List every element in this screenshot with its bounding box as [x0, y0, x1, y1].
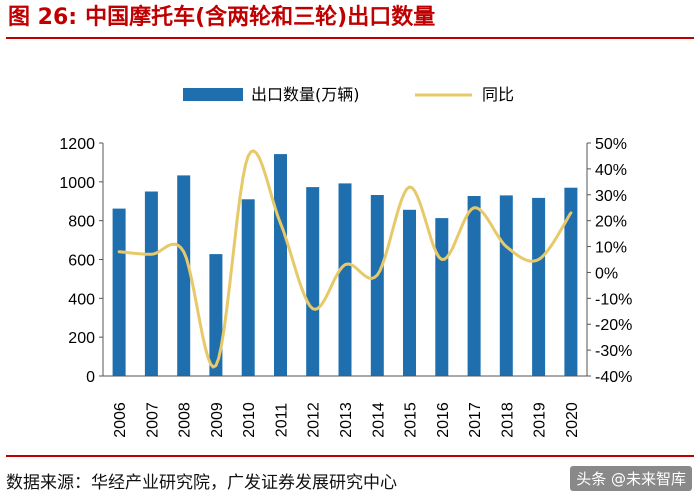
x-tick-label: 2020: [564, 402, 581, 438]
bar-2016: [435, 218, 449, 376]
y-right-tick-label: -10%: [595, 291, 632, 308]
figure-number: 图 26:: [8, 5, 78, 30]
x-tick-label: 2017: [467, 402, 484, 438]
x-tick-label: 2016: [435, 402, 452, 438]
x-tick-label: 2018: [499, 402, 516, 438]
y-axis-right-ticks: -40% -30% -20% -10% 0% 10% 20% 30% 40% 50%: [587, 136, 632, 386]
x-tick-label: 2015: [403, 402, 420, 438]
legend: 出口数量(万辆) 同比: [183, 85, 514, 104]
y-right-tick-label: -40%: [595, 369, 632, 386]
y-right-tick-label: -30%: [595, 343, 632, 360]
bar-2017: [467, 196, 481, 376]
bar-2013: [338, 183, 352, 376]
bar-2020: [564, 187, 578, 376]
x-tick-label: 2013: [338, 402, 355, 438]
bar-2006: [112, 208, 126, 376]
y-left-tick-label: 400: [68, 291, 95, 308]
bar-2012: [306, 187, 320, 376]
bar-2007: [144, 191, 158, 376]
bar-2019: [532, 197, 546, 376]
x-tick-label: 2011: [274, 403, 291, 438]
legend-bar-label: 出口数量(万辆): [251, 85, 360, 104]
bar-2015: [403, 209, 416, 376]
y-left-tick-label: 0: [86, 369, 95, 386]
footer-divider: [6, 455, 694, 457]
x-axis-ticks: 2006 2007 2008 2009 2010 2011 2012 2013 2014 2015…: [112, 402, 581, 438]
y-left-tick-label: 600: [68, 253, 95, 270]
bar-2010: [241, 199, 255, 376]
bar-2011: [274, 154, 287, 376]
y-right-tick-label: -20%: [595, 317, 632, 334]
y-left-tick-label: 1200: [59, 136, 95, 153]
x-tick-label: 2019: [532, 402, 549, 438]
figure-title-text: 中国摩托车(含两轮和三轮)出口数量: [85, 5, 436, 30]
y-axis-left-ticks: 0 200 400 600 800 1000 1200: [59, 136, 103, 386]
x-tick-label: 2014: [370, 402, 387, 438]
y-right-tick-label: 20%: [595, 214, 627, 231]
y-right-tick-label: 50%: [595, 136, 627, 153]
title-divider: [6, 37, 694, 39]
y-right-tick-label: 10%: [595, 240, 627, 257]
legend-line-label: 同比: [482, 85, 514, 104]
y-left-tick-label: 800: [68, 214, 95, 231]
y-right-tick-label: 0%: [595, 265, 618, 282]
watermark: 头条 @未来智库: [570, 466, 692, 491]
x-tick-label: 2006: [112, 402, 129, 438]
y-left-tick-label: 200: [68, 330, 95, 347]
bar-2009: [209, 254, 223, 376]
chart: 出口数量(万辆) 同比 0 200 400 600 800 1000 1200 -40% -3…: [59, 85, 632, 438]
x-tick-label: 2012: [306, 402, 323, 438]
x-tick-label: 2009: [209, 402, 226, 438]
x-tick-label: 2010: [241, 402, 258, 438]
legend-bar-swatch: [183, 88, 243, 101]
source-note: 数据来源：华经产业研究院，广发证券发展研究中心: [6, 473, 397, 493]
bar-2014: [370, 195, 384, 376]
bar-2018: [499, 195, 513, 376]
y-left-tick-label: 1000: [59, 175, 95, 192]
yoy-line: [117, 149, 573, 369]
x-tick-label: 2008: [177, 402, 194, 438]
bar-2008: [177, 175, 191, 376]
x-tick-label: 2007: [144, 402, 161, 438]
y-right-tick-label: 30%: [595, 188, 627, 205]
y-right-tick-label: 40%: [595, 162, 627, 179]
figure-title: 图 26: 中国摩托车(含两轮和三轮)出口数量: [8, 2, 435, 34]
